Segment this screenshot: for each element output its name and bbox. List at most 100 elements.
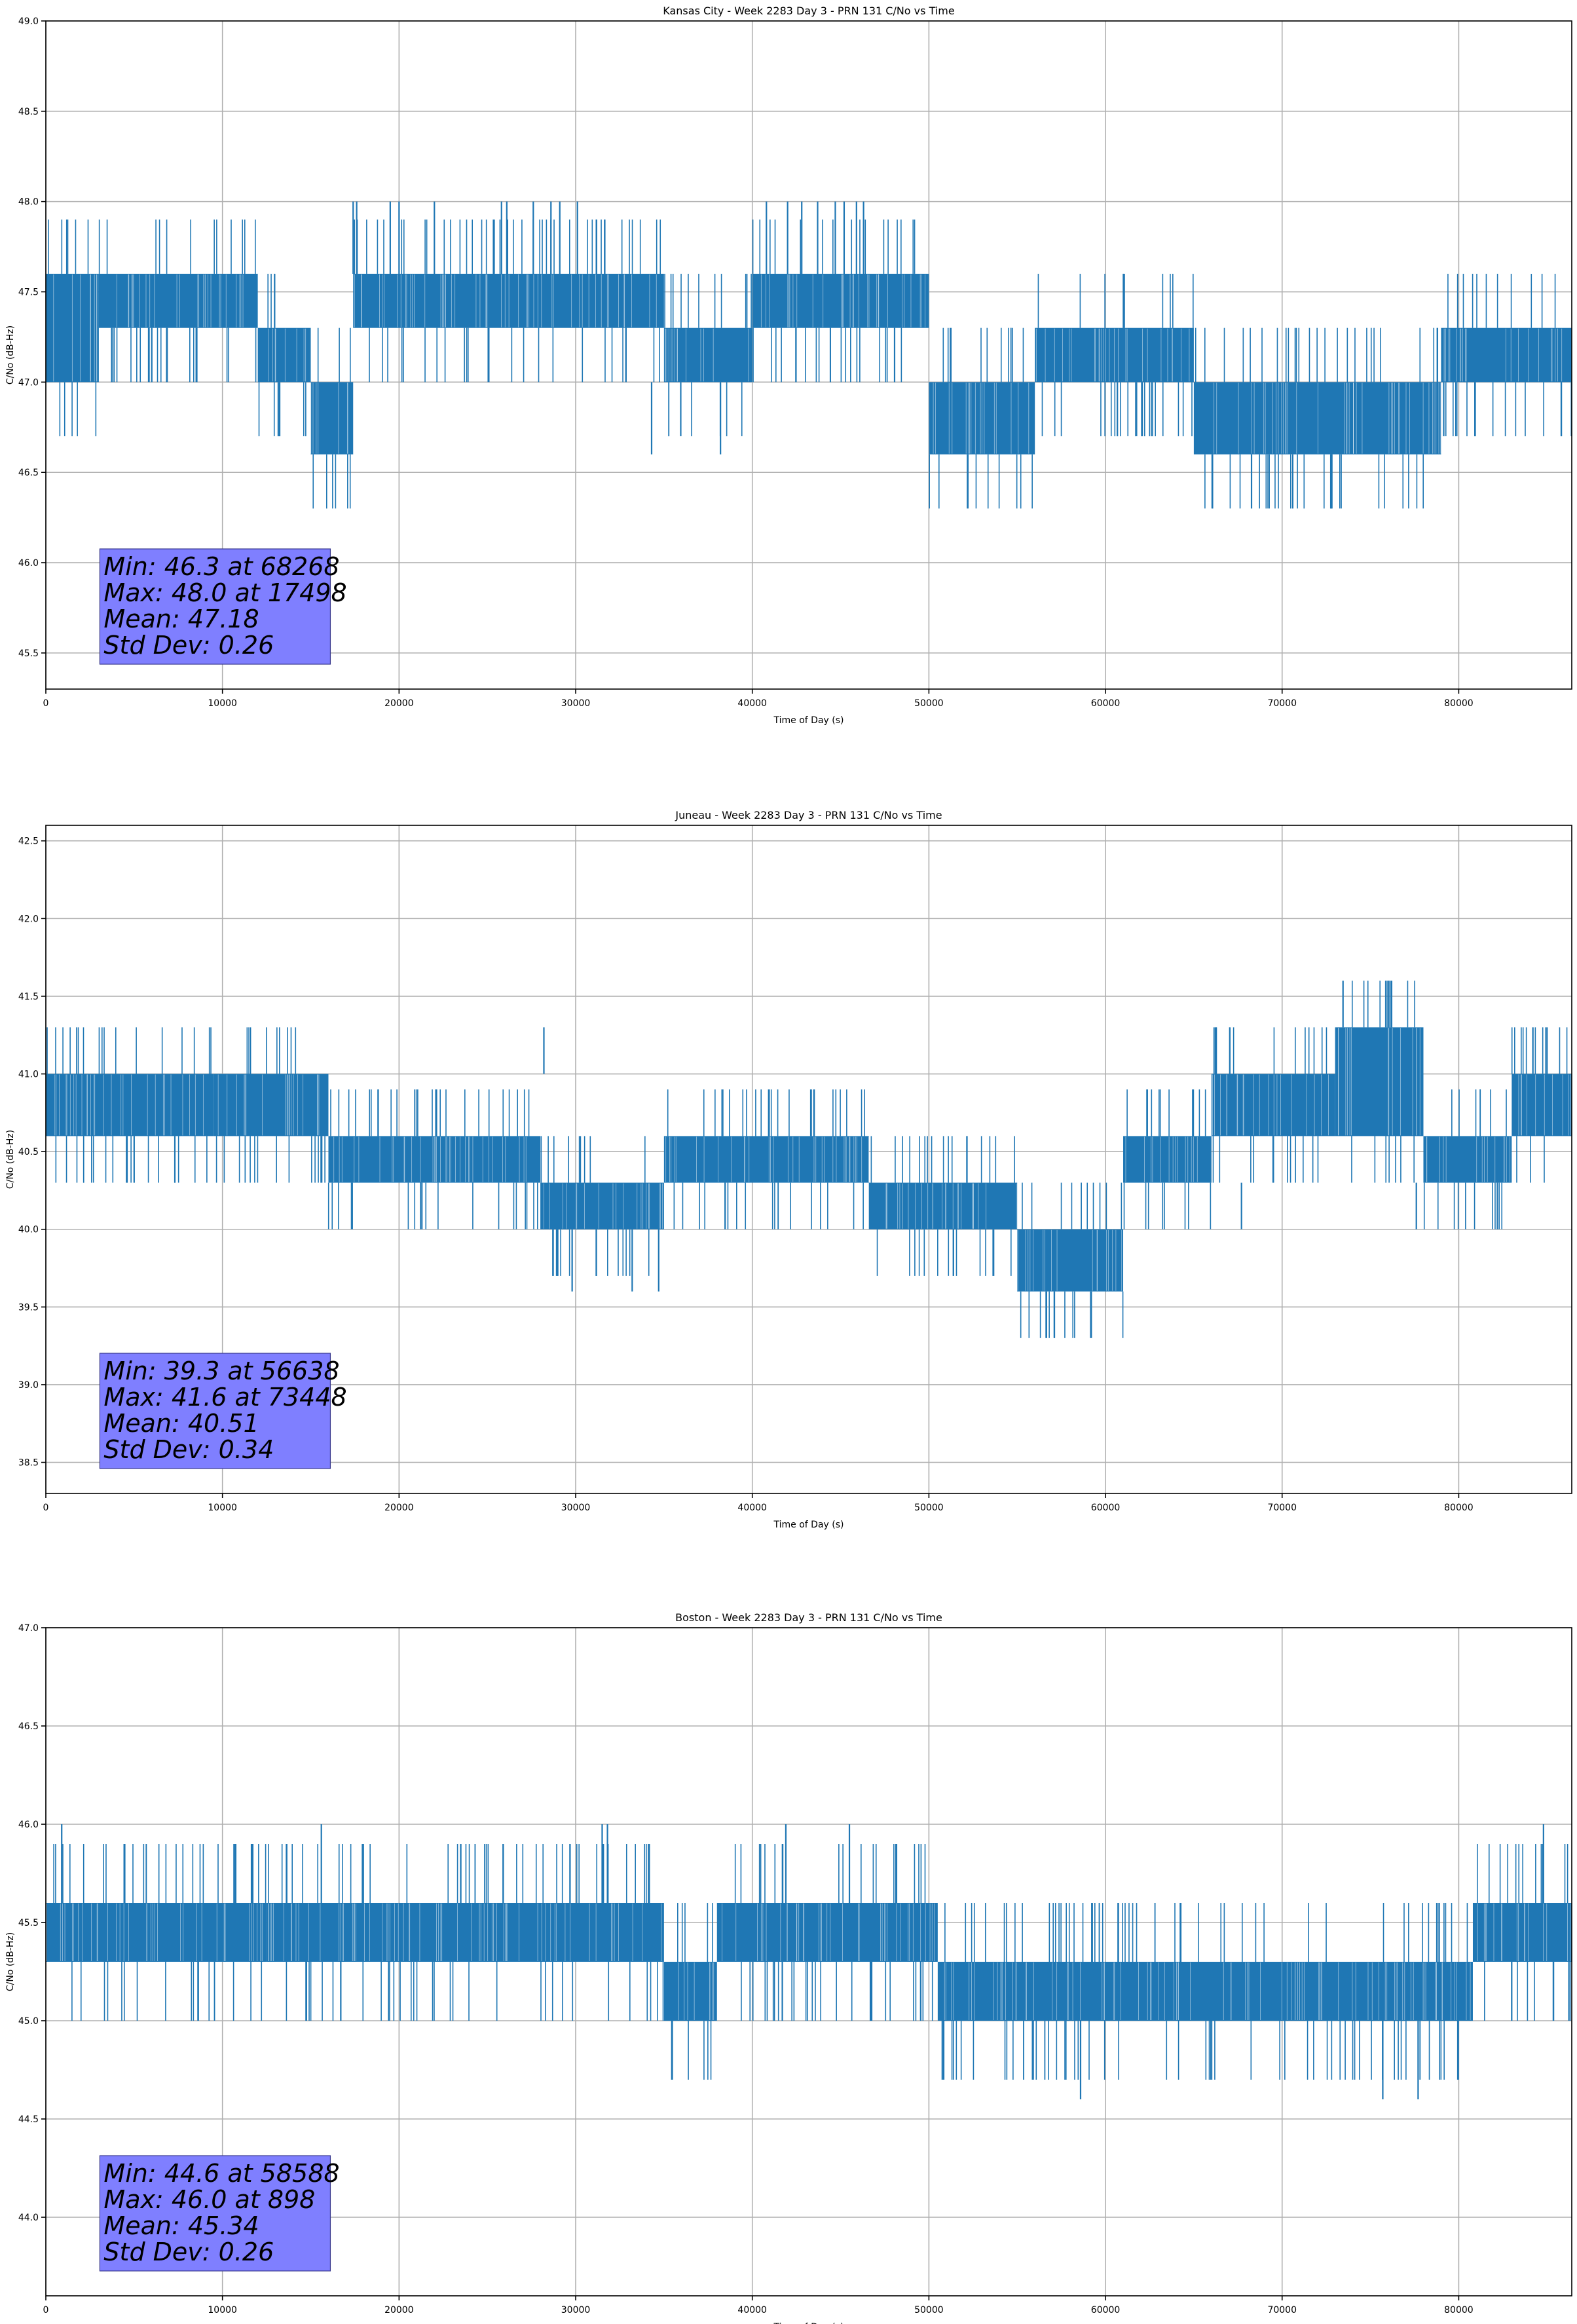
signal-band xyxy=(663,1962,717,2021)
stats-line: Std Dev: 0.34 xyxy=(103,1435,274,1464)
x-tick-label: 70000 xyxy=(1267,698,1297,709)
y-tick-label: 48.5 xyxy=(18,107,39,117)
x-tick-label: 0 xyxy=(43,698,49,709)
signal-band xyxy=(1472,1903,1572,1962)
signal-band xyxy=(46,1903,267,1962)
x-tick-label: 0 xyxy=(43,1503,49,1513)
signal-band xyxy=(868,1182,1018,1229)
x-tick-label: 50000 xyxy=(914,698,944,709)
y-tick-label: 46.0 xyxy=(18,558,39,569)
chart-title: Boston - Week 2283 Day 3 - PRN 131 C/No … xyxy=(675,1611,942,1624)
y-tick-label: 40.0 xyxy=(18,1225,39,1235)
x-tick-label: 30000 xyxy=(561,2305,591,2315)
chart-boston: 0 10000 20000 30000 40000 50000 60000 70000 8000… xyxy=(5,1611,1572,2324)
y-tick-label: 46.0 xyxy=(18,1820,39,1830)
x-tick-label: 30000 xyxy=(561,698,591,709)
signal-band xyxy=(353,273,664,328)
y-tick-label: 39.0 xyxy=(18,1380,39,1391)
x-axis-label: Time of Day (s) xyxy=(773,715,844,726)
x-tick-label: 50000 xyxy=(914,1503,944,1513)
y-tick-label: 42.5 xyxy=(18,836,39,847)
x-tick-label: 70000 xyxy=(1267,1503,1297,1513)
stats-line: Std Dev: 0.26 xyxy=(103,2238,274,2266)
x-tick-label: 60000 xyxy=(1091,1503,1121,1513)
x-tick-label: 50000 xyxy=(914,2305,944,2315)
y-tick-label: 44.0 xyxy=(18,2213,39,2223)
x-tick-label: 10000 xyxy=(208,1503,237,1513)
signal-band xyxy=(257,328,311,383)
y-tick-label: 47.0 xyxy=(18,377,39,388)
signal-band xyxy=(213,1074,329,1136)
data-series xyxy=(46,201,1572,509)
y-tick-label: 39.5 xyxy=(18,1302,39,1313)
data-series xyxy=(46,981,1572,1338)
stats-line: Min: 46.3 at 68268 xyxy=(103,552,339,581)
axes-frame xyxy=(45,20,1572,690)
y-tick-label: 41.5 xyxy=(18,992,39,1002)
signal-band xyxy=(752,273,929,328)
signal-band xyxy=(663,328,752,383)
stats-line: Min: 39.3 at 56638 xyxy=(103,1357,339,1385)
y-tick-label: 47.0 xyxy=(18,1623,39,1634)
y-axis-label: C/No (dB-Hz) xyxy=(5,326,16,384)
stats-box-background xyxy=(99,1353,331,1469)
axes-frame xyxy=(45,825,1572,1494)
x-axis-label: Time of Day (s) xyxy=(773,1520,844,1530)
stats-box-background xyxy=(99,2155,331,2272)
x-tick-label: 80000 xyxy=(1444,2305,1474,2315)
x-tick-label: 70000 xyxy=(1267,2305,1297,2315)
x-tick-label: 40000 xyxy=(737,2305,767,2315)
stats-line: Max: 48.0 at 17498 xyxy=(103,578,346,607)
data-series xyxy=(46,1824,1572,2099)
signal-band xyxy=(540,1182,664,1229)
stats-box-background xyxy=(99,548,331,665)
x-tick-label: 60000 xyxy=(1091,698,1121,709)
signal-band xyxy=(1423,1136,1512,1183)
signal-band xyxy=(310,382,354,455)
y-tick-label: 47.5 xyxy=(18,288,39,298)
x-tick-label: 10000 xyxy=(208,698,237,709)
signal-band xyxy=(1335,1027,1424,1136)
x-tick-label: 20000 xyxy=(384,698,414,709)
chart-kansas-city: 0 10000 20000 30000 40000 50000 60000 70000 8000… xyxy=(5,5,1572,726)
x-tick-label: 10000 xyxy=(208,2305,237,2315)
stats-line: Mean: 47.18 xyxy=(103,605,259,633)
chart-title: Kansas City - Week 2283 Day 3 - PRN 131 … xyxy=(663,5,954,17)
y-tick-label: 45.0 xyxy=(18,2016,39,2027)
x-tick-label: 80000 xyxy=(1444,1503,1474,1513)
signal-band xyxy=(46,1074,214,1136)
x-tick-label: 40000 xyxy=(737,1503,767,1513)
y-tick-label: 46.5 xyxy=(18,468,39,478)
y-tick-label: 45.5 xyxy=(18,648,39,659)
y-axis-label: C/No (dB-Hz) xyxy=(5,1932,16,1991)
signal-band xyxy=(716,1903,938,1962)
stats-line: Mean: 40.51 xyxy=(103,1409,259,1438)
stats-line: Min: 44.6 at 58588 xyxy=(103,2159,339,2188)
stats-line: Mean: 45.34 xyxy=(103,2211,259,2240)
y-tick-label: 44.5 xyxy=(18,2114,39,2125)
y-tick-label: 40.5 xyxy=(18,1147,39,1157)
signal-band xyxy=(267,1903,664,1962)
stats-line: Max: 41.6 at 73448 xyxy=(103,1383,346,1412)
signal-band xyxy=(1017,1229,1124,1292)
x-tick-label: 20000 xyxy=(384,2305,414,2315)
y-axis-label: C/No (dB-Hz) xyxy=(5,1130,16,1189)
x-axis-label: Time of Day (s) xyxy=(773,2322,844,2324)
signal-band xyxy=(1211,1074,1335,1136)
chart-juneau: 0 10000 20000 30000 40000 50000 60000 70000 8000… xyxy=(5,809,1572,1530)
y-tick-label: 41.0 xyxy=(18,1070,39,1080)
x-tick-label: 30000 xyxy=(561,1503,591,1513)
y-tick-label: 46.5 xyxy=(18,1721,39,1732)
x-tick-label: 40000 xyxy=(737,698,767,709)
chart-title: Juneau - Week 2283 Day 3 - PRN 131 C/No … xyxy=(675,809,942,821)
x-tick-label: 60000 xyxy=(1091,2305,1121,2315)
signal-band xyxy=(98,273,258,328)
signal-band xyxy=(328,1136,541,1183)
y-tick-label: 38.5 xyxy=(18,1458,39,1469)
x-tick-label: 80000 xyxy=(1444,698,1474,709)
y-tick-label: 45.5 xyxy=(18,1918,39,1928)
